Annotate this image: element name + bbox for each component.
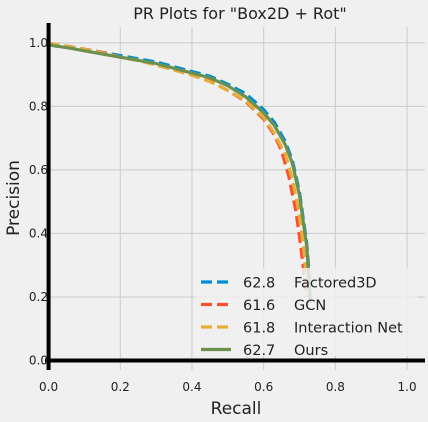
legend-box xyxy=(195,268,417,356)
legend: 62.8 Factored3D 61.6 GCN 61.8 Interaction Net… xyxy=(195,268,417,359)
x-tick-label: 0.0 xyxy=(39,380,58,394)
legend-name: Ours xyxy=(294,343,328,359)
tick-labels: 0.0 0.2 0.4 0.6 0.8 1.0 0.0 0.2 0.4 0.6 0.8 1.0 xyxy=(29,36,417,394)
series-layer xyxy=(48,41,312,304)
grid xyxy=(45,27,425,370)
y-tick-label: 0.0 xyxy=(29,353,48,367)
legend-score: 61.6 xyxy=(243,298,275,314)
y-tick-label: 0.8 xyxy=(29,99,48,113)
legend-name: GCN xyxy=(294,298,326,314)
x-tick-label: 0.2 xyxy=(111,380,130,394)
y-tick-label: 0.4 xyxy=(29,226,48,240)
series-line-4 xyxy=(48,42,312,304)
y-tick-label: 0.2 xyxy=(29,290,48,304)
x-axis-label: Recall xyxy=(211,399,262,419)
chart-title: PR Plots for "Box2D + Rot" xyxy=(133,4,347,23)
x-tick-label: 0.4 xyxy=(182,380,201,394)
x-tick-label: 1.0 xyxy=(398,380,417,394)
x-tick-label: 0.6 xyxy=(254,380,273,394)
y-axis-label: Precision xyxy=(4,160,24,236)
legend-score: 61.8 xyxy=(243,321,275,337)
axes xyxy=(45,23,425,370)
legend-name: Factored3D xyxy=(294,276,377,292)
y-tick-label: 1.0 xyxy=(29,36,48,50)
legend-score: 62.8 xyxy=(243,276,275,292)
x-tick-label: 0.8 xyxy=(326,380,345,394)
legend-name: Interaction Net xyxy=(294,321,403,337)
y-tick-label: 0.6 xyxy=(29,163,48,177)
legend-score: 62.7 xyxy=(243,343,275,359)
